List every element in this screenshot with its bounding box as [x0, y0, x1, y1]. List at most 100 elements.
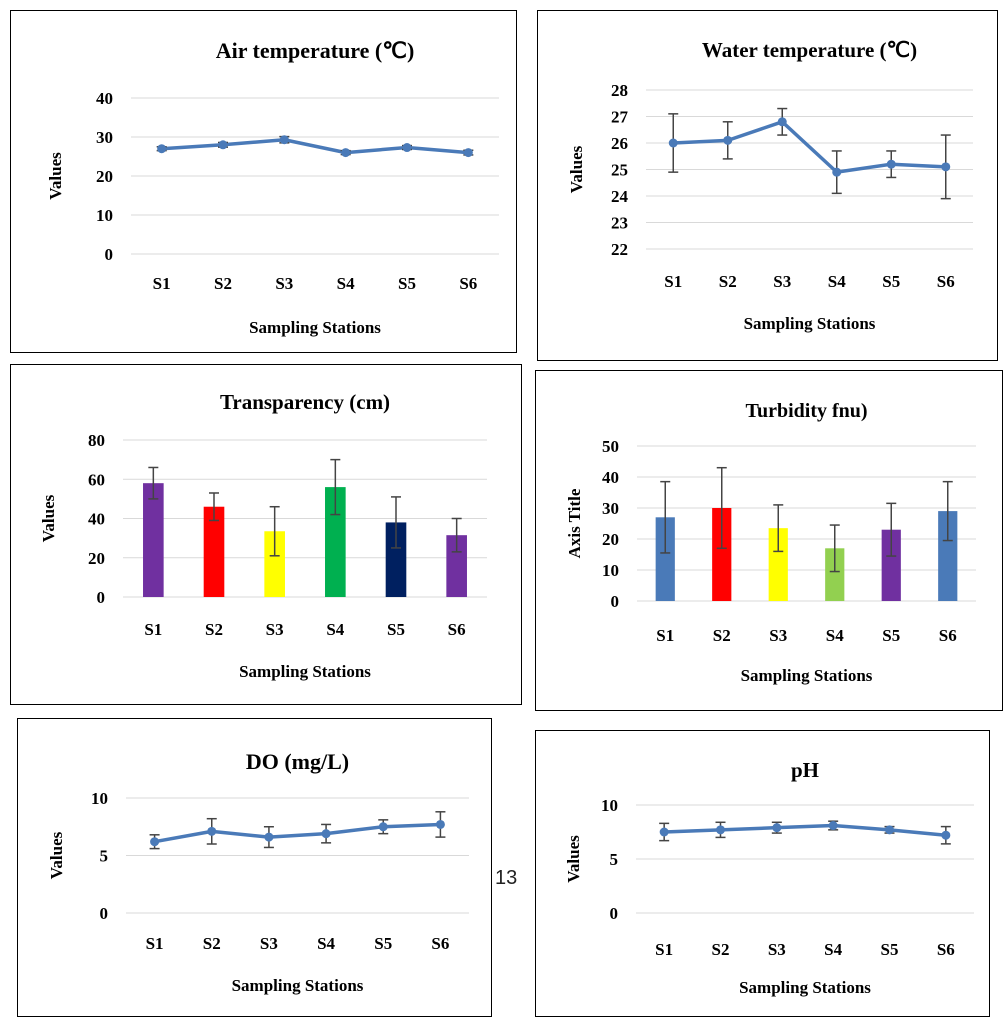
- chart-do: DO (mg/L) 0 5 10 S1 S2 S3 S4 S5 S6 Sampling Statio…: [47, 749, 469, 995]
- x-tick-label: S1: [153, 274, 171, 293]
- y-tick-label: 40: [96, 89, 113, 108]
- data-point: [264, 832, 274, 842]
- x-tick-label: S5: [374, 934, 392, 953]
- chart-panel-transparency: Transparency (cm) 0 20 40 60 80 S1 S2 S3 S4 S5 S6 Sa…: [10, 364, 522, 705]
- x-tick-label: S2: [712, 940, 730, 959]
- y-tick-label: 5: [610, 850, 619, 869]
- data-point: [435, 819, 445, 829]
- x-axis-label: Sampling Stations: [239, 662, 371, 681]
- y-tick-label: 20: [96, 167, 113, 186]
- data-point: [150, 837, 160, 847]
- bar: [825, 548, 845, 601]
- data-point: [777, 117, 787, 127]
- x-tick-label: S2: [203, 934, 221, 953]
- chart-turbidity: Turbidity fnu) 0 10 20 30 40 50 S1 S2 S3 S4 S5 S6 Sam…: [565, 400, 976, 685]
- x-tick-label: S2: [214, 274, 232, 293]
- data-point: [832, 167, 842, 177]
- bar: [143, 483, 164, 597]
- x-tick-label: S6: [431, 934, 449, 953]
- bar: [446, 535, 467, 597]
- x-axis-label: Sampling Stations: [741, 666, 873, 685]
- y-axis-label: Values: [564, 835, 583, 883]
- chart-title: pH: [791, 758, 819, 782]
- data-point: [723, 135, 733, 145]
- x-tick-label: S5: [882, 626, 900, 645]
- y-tick-label: 50: [602, 437, 619, 456]
- data-point: [157, 144, 167, 154]
- series-line: [673, 120, 946, 174]
- y-tick-label: 20: [88, 549, 105, 568]
- data-point: [668, 138, 678, 148]
- chart-transparency: Transparency (cm) 0 20 40 60 80 S1 S2 S3 S4 S5 S6 Sa…: [39, 390, 487, 681]
- x-tick-label: S1: [656, 626, 674, 645]
- bar: [712, 508, 732, 601]
- bar: [203, 506, 225, 597]
- chart-title: Water temperature (℃): [702, 38, 917, 62]
- chart-title: Turbidity fnu): [745, 400, 867, 422]
- y-tick-label: 60: [88, 470, 105, 489]
- bar: [385, 522, 407, 597]
- y-axis-label: Axis Title: [565, 488, 584, 558]
- data-point: [218, 140, 228, 150]
- x-tick-label: S5: [882, 272, 900, 291]
- y-tick-label: 24: [611, 187, 629, 206]
- y-tick-label: 22: [611, 240, 628, 259]
- data-point: [402, 143, 412, 153]
- data-point: [659, 827, 669, 837]
- y-tick-label: 0: [100, 904, 109, 923]
- y-tick-label: 30: [602, 499, 619, 518]
- chart-air-temperature: Air temperature (℃) 0 10 20 30 40 S1 S2 S3 S4 S5 S6…: [46, 38, 499, 337]
- x-tick-label: S5: [881, 940, 899, 959]
- x-tick-label: S6: [937, 272, 955, 291]
- x-tick-label: S6: [937, 940, 955, 959]
- chart-title: Transparency (cm): [220, 390, 390, 414]
- x-axis-label: Sampling Stations: [232, 976, 364, 995]
- chart-water-temperature: Water temperature (℃) 22 23 24 25 26 27 28 S1 S2 S…: [567, 38, 973, 333]
- y-axis-label: Values: [39, 494, 58, 542]
- x-tick-label: S3: [275, 274, 293, 293]
- data-point: [207, 826, 217, 836]
- data-point: [378, 822, 388, 832]
- data-point: [885, 825, 894, 835]
- y-tick-label: 26: [611, 134, 628, 153]
- y-tick-label: 80: [88, 431, 105, 450]
- x-tick-label: S1: [655, 940, 673, 959]
- y-tick-label: 10: [602, 561, 619, 580]
- x-tick-label: S6: [448, 620, 466, 639]
- y-tick-label: 5: [100, 847, 109, 866]
- x-tick-label: S3: [769, 626, 787, 645]
- y-tick-label: 0: [610, 904, 619, 923]
- x-tick-label: S4: [828, 272, 846, 291]
- bar: [655, 517, 675, 601]
- page-number: 13: [495, 867, 518, 889]
- x-tick-label: S4: [824, 940, 842, 959]
- y-tick-label: 25: [611, 161, 628, 180]
- x-tick-label: S3: [773, 272, 791, 291]
- y-tick-label: 40: [602, 468, 619, 487]
- chart-title: Air temperature (℃): [216, 38, 415, 63]
- bar: [768, 528, 788, 601]
- y-tick-label: 0: [97, 588, 106, 607]
- x-tick-label: S3: [768, 940, 786, 959]
- x-axis-label: Sampling Stations: [739, 978, 871, 997]
- x-tick-label: S2: [719, 272, 737, 291]
- x-tick-label: S3: [260, 934, 278, 953]
- series-line: [161, 137, 469, 155]
- data-point: [279, 135, 289, 145]
- y-tick-label: 28: [611, 81, 628, 100]
- bar: [325, 487, 346, 597]
- x-tick-label: S5: [398, 274, 416, 293]
- chart-ph: pH 0 5 10 S1 S2 S3 S4 S5 S6 Sampling Stations Value…: [564, 758, 974, 997]
- x-axis-label: Sampling Stations: [249, 318, 381, 337]
- chart-title: DO (mg/L): [246, 749, 349, 774]
- x-tick-label: S5: [387, 620, 405, 639]
- series-line: [664, 823, 947, 837]
- data-point: [341, 148, 351, 158]
- x-axis-label: Sampling Stations: [744, 314, 876, 333]
- y-tick-label: 23: [611, 214, 628, 233]
- bar: [938, 511, 958, 601]
- x-tick-label: S6: [459, 274, 477, 293]
- y-tick-label: 27: [611, 108, 629, 127]
- x-tick-label: S4: [317, 934, 335, 953]
- data-point: [321, 829, 331, 839]
